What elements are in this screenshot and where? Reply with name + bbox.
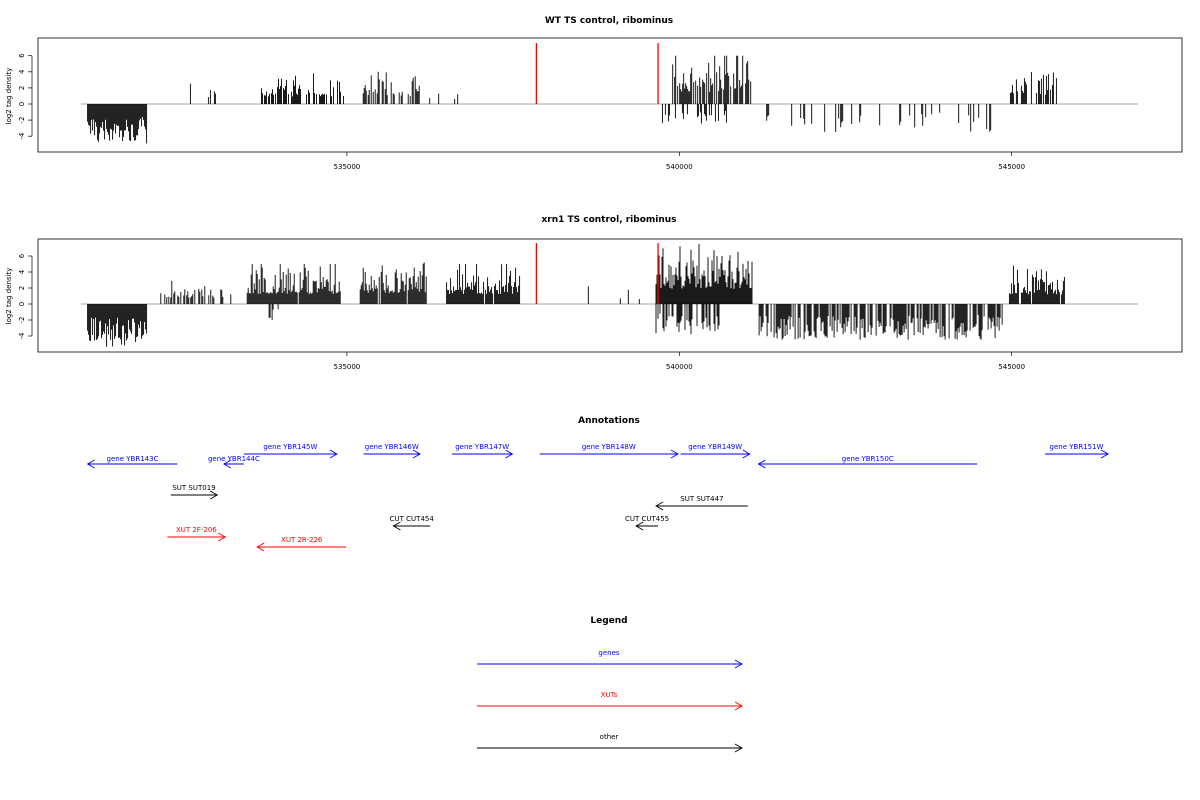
feature-arrowhead [1100, 449, 1109, 459]
xrn1-plot-frame [37, 238, 1183, 353]
feature-label: gene YBR145W [263, 443, 317, 451]
feature-arrowhead [505, 449, 514, 459]
feature-arrowhead [329, 449, 338, 459]
feature-label: gene YBR149W [688, 443, 742, 451]
y-tick-label: 6 [18, 53, 26, 58]
y-tick-label: 2 [18, 86, 26, 90]
feature-label: gene YBR148W [582, 443, 636, 451]
feature-label: CUT CUT454 [390, 515, 435, 523]
legend-item: XUTs [477, 691, 743, 711]
feature-label: gene YBR146W [365, 443, 419, 451]
y-tick-label: 0 [18, 102, 26, 106]
x-tick-label: 535000 [334, 363, 361, 371]
legend-arrowhead [734, 659, 743, 669]
feature-arrowhead [210, 490, 219, 500]
feature-label: gene YBR143C [107, 455, 159, 463]
legend-arrowhead [734, 743, 743, 753]
feature-label: gene YBR147W [455, 443, 509, 451]
legend-label: other [600, 733, 619, 741]
xrn1-bars-layer [81, 243, 1138, 347]
legend-label: genes [598, 649, 619, 657]
xrn1-coverage-panel: xrn1 TS control, ribominus log2 tag dens… [5, 215, 1183, 371]
feature-label: gene YBR151W [1050, 443, 1104, 451]
legend-items-layer: genes XUTs other [477, 649, 743, 753]
feature-label: XUT 2F-206 [176, 526, 217, 534]
annotation-feature: gene YBR148W [539, 443, 679, 459]
wt-y-axis-label: log2 tag density [5, 68, 13, 125]
annotation-feature: CUT CUT454 [390, 515, 435, 531]
annotation-feature: XUT 2F-206 [167, 526, 227, 542]
xrn1-axes-layer: -4 -2 0 2 4 6 535000 540000 545000 [18, 253, 1025, 371]
legend-panel: Legend genes XUTs other [477, 616, 743, 753]
annotation-feature: CUT CUT455 [625, 515, 669, 531]
x-tick-label: 545000 [998, 163, 1025, 171]
annotation-feature: SUT SUT447 [655, 495, 748, 511]
feature-arrowhead [742, 449, 751, 459]
y-tick-label: 4 [18, 69, 26, 74]
annotation-feature: gene YBR144C [208, 455, 260, 469]
y-tick-label: -2 [18, 317, 26, 324]
x-tick-label: 545000 [998, 363, 1025, 371]
annotation-feature: XUT 2R-226 [256, 536, 347, 552]
y-tick-label: 4 [18, 269, 26, 274]
xrn1-panel-title: xrn1 TS control, ribominus [541, 215, 676, 225]
feature-label: gene YBR150C [842, 455, 894, 463]
feature-label: SUT SUT019 [172, 484, 215, 492]
legend-label: XUTs [601, 691, 618, 699]
feature-arrowhead [86, 459, 95, 469]
legend-arrowhead [734, 701, 743, 711]
x-tick-label: 535000 [334, 163, 361, 171]
annotation-feature: gene YBR147W [451, 443, 514, 459]
y-tick-label: -2 [18, 117, 26, 124]
feature-arrowhead [757, 459, 766, 469]
feature-label: gene YBR144C [208, 455, 260, 463]
annotation-feature: gene YBR150C [757, 455, 978, 469]
xrn1-y-axis-label: log2 tag density [5, 268, 13, 325]
wt-bars-layer [81, 43, 1138, 144]
x-tick-label: 540000 [666, 363, 693, 371]
legend-item: other [477, 733, 743, 753]
annotation-feature: gene YBR146W [363, 443, 421, 459]
y-tick-label: 6 [18, 253, 26, 258]
annotations-title: Annotations [578, 416, 640, 426]
feature-arrowhead [635, 521, 644, 531]
annotation-feature: SUT SUT019 [170, 484, 219, 500]
feature-arrowhead [412, 449, 421, 459]
feature-arrowhead [392, 521, 401, 531]
feature-label: SUT SUT447 [680, 495, 723, 503]
y-tick-label: 0 [18, 302, 26, 306]
feature-arrowhead [670, 449, 679, 459]
feature-arrowhead [256, 542, 265, 552]
feature-arrowhead [655, 501, 664, 511]
legend-title: Legend [590, 616, 627, 626]
wt-panel-title: WT TS control, ribominus [545, 16, 673, 26]
feature-arrowhead [223, 459, 232, 469]
annotation-feature: gene YBR143C [86, 455, 178, 469]
wt-coverage-panel: WT TS control, ribominus log2 tag densit… [5, 16, 1183, 171]
wt-plot-frame [37, 37, 1183, 153]
annotation-feature: gene YBR145W [243, 443, 338, 459]
feature-label: CUT CUT455 [625, 515, 669, 523]
y-tick-label: -4 [18, 132, 26, 140]
x-tick-label: 540000 [666, 163, 693, 171]
feature-arrowhead [218, 532, 227, 542]
y-tick-label: 2 [18, 286, 26, 290]
annotations-panel: Annotations gene YBR143C gene YBR144Cgene… [86, 416, 1109, 552]
annotation-feature: gene YBR151W [1044, 443, 1109, 459]
feature-label: XUT 2R-226 [281, 536, 323, 544]
annotation-feature: gene YBR149W [680, 443, 751, 459]
y-tick-label: -4 [18, 332, 26, 340]
legend-item: genes [477, 649, 743, 669]
wt-axes-layer: -4 -2 0 2 4 6 535000 540000 545000 [18, 53, 1025, 171]
